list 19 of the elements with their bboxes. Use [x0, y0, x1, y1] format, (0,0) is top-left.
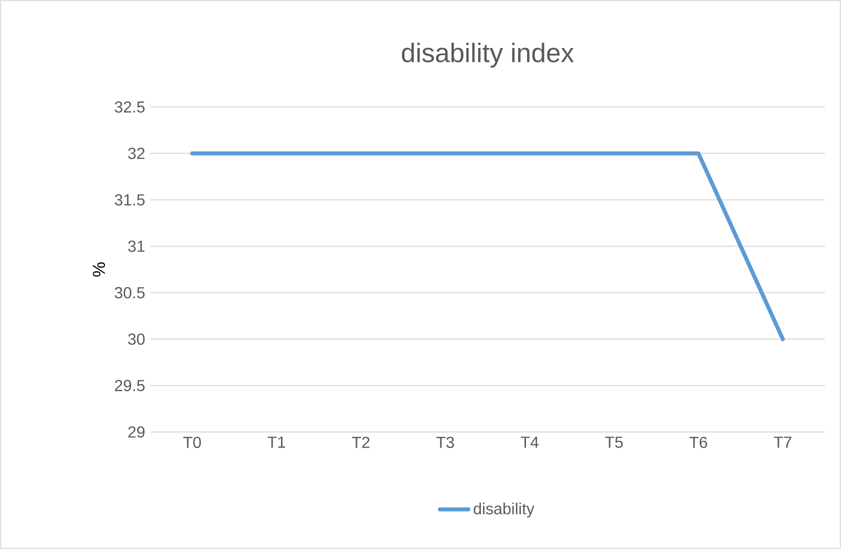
- y-tick-label: 29: [128, 426, 145, 438]
- x-tick-label: T0: [183, 436, 201, 448]
- x-tick-label: T1: [268, 436, 286, 448]
- x-tick-label: T7: [774, 436, 792, 448]
- y-tick-label: 32: [128, 148, 144, 160]
- y-tick-label: 30.5: [114, 287, 145, 298]
- x-tick-label: T4: [520, 436, 539, 448]
- y-tick-label: 30: [128, 333, 145, 345]
- chart-title: disability index: [402, 42, 574, 68]
- x-tick-label: T2: [352, 436, 370, 448]
- legend-label: disability: [474, 502, 534, 518]
- x-tick-label: T5: [605, 436, 623, 448]
- x-tick-label: T3: [436, 436, 454, 448]
- y-tick-label: 32.5: [114, 101, 145, 113]
- x-tick-label: T6: [689, 436, 708, 448]
- y-tick-label: 31: [128, 240, 145, 252]
- y-axis-title: %: [92, 262, 105, 277]
- y-tick-label: 29.5: [114, 380, 145, 392]
- y-tick-label: 31.5: [114, 194, 145, 206]
